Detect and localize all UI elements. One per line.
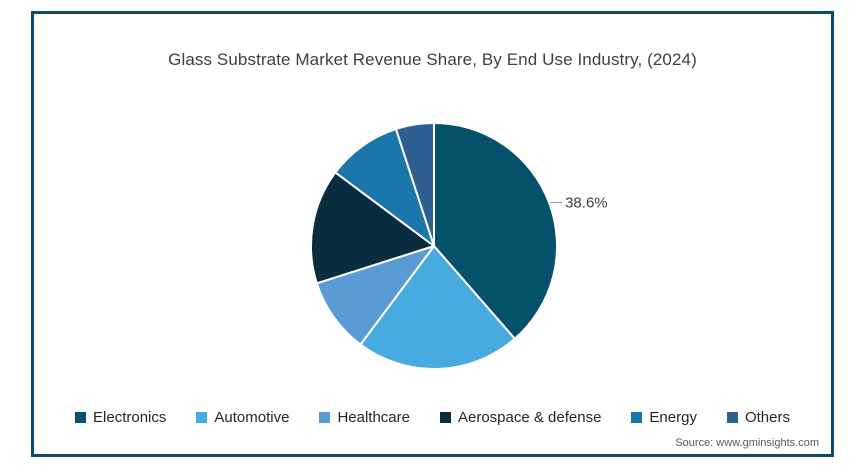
pie-value-label: 38.6%: [565, 195, 608, 212]
source-text: Source: www.gminsights.com: [675, 437, 819, 449]
legend-item-healthcare[interactable]: Healthcare: [319, 409, 410, 426]
legend-swatch-energy-icon: [631, 412, 643, 423]
legend-label-others: Others: [744, 409, 790, 426]
legend-item-electronics[interactable]: Electronics: [75, 409, 166, 426]
legend-swatch-others-icon: [726, 412, 738, 423]
pie-slice-electronics[interactable]: [433, 122, 558, 340]
legend-swatch-healthcare-icon: [319, 412, 331, 423]
pie-slice-automotive[interactable]: [359, 245, 516, 370]
legend-label-automotive: Automotive: [214, 409, 290, 426]
legend-item-energy[interactable]: Energy: [631, 409, 697, 426]
legend-item-aerospace-defense[interactable]: Aerospace & defense: [439, 409, 602, 426]
chart-frame: Glass Substrate Market Revenue Share, By…: [31, 11, 834, 457]
pie-slice-others[interactable]: [394, 122, 435, 247]
pie-slice-healthcare[interactable]: [315, 245, 435, 346]
legend-swatch-electronics-icon: [75, 412, 87, 423]
legend-item-automotive[interactable]: Automotive: [196, 409, 289, 426]
legend: Electronics Automotive Healthcare Aerosp…: [34, 409, 831, 426]
legend-swatch-aerospace-defense-icon: [439, 412, 451, 423]
pie-slice-aerospace-defense[interactable]: [310, 171, 435, 285]
chart-title: Glass Substrate Market Revenue Share, By…: [168, 50, 697, 69]
pie-chart: 38.6%: [310, 122, 608, 370]
legend-swatch-automotive-icon: [196, 412, 208, 423]
legend-label-energy: Energy: [649, 409, 697, 426]
legend-label-aerospace-defense: Aerospace & defense: [457, 409, 602, 426]
legend-label-electronics: Electronics: [93, 409, 167, 426]
legend-label-healthcare: Healthcare: [337, 409, 410, 426]
legend-item-others[interactable]: Others: [726, 409, 790, 426]
pie-slice-energy[interactable]: [334, 128, 435, 247]
